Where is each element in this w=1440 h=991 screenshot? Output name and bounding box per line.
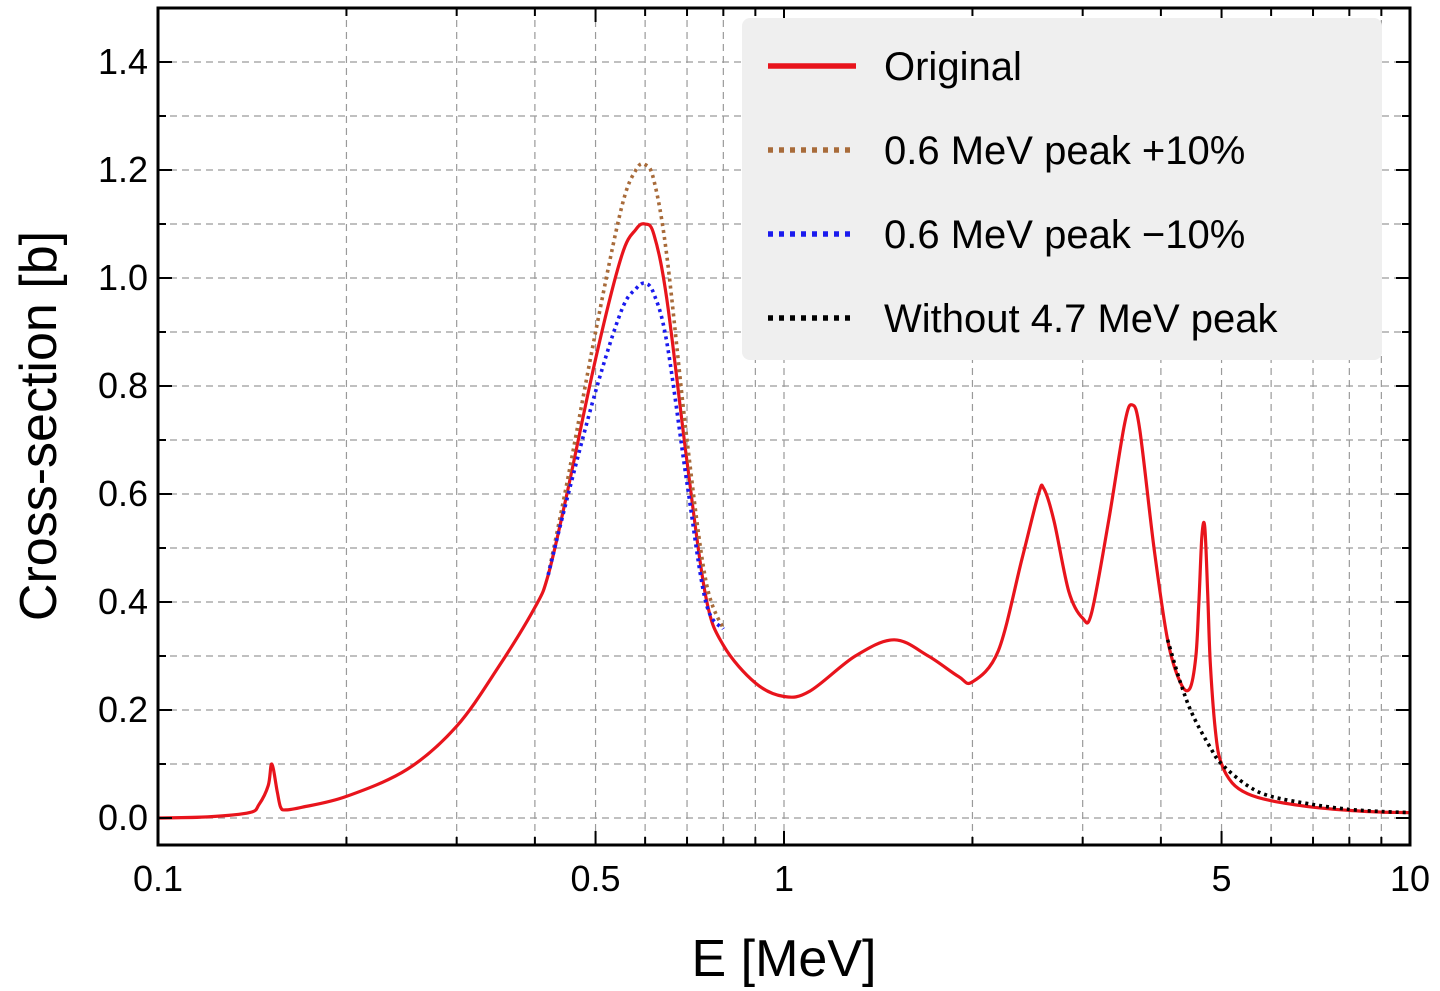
series-line-2 [546,281,725,631]
y-tick-label: 0.0 [98,797,148,838]
grid [158,8,1410,845]
tick-labels: 0.1 0.5 1 5 10 0.0 0.2 0.4 0.6 0.8 1.0 1.2 1.4 [98,41,1430,899]
y-tick-label: 0.2 [98,689,148,730]
y-tick-label: 0.8 [98,365,148,406]
legend-label-3: Without 4.7 MeV peak [884,297,1279,341]
y-tick-label: 0.6 [98,473,148,514]
legend-label-2: 0.6 MeV peak −10% [884,213,1245,257]
series-line-1 [546,161,725,630]
y-tick-label: 1.4 [98,41,148,82]
y-tick-label: 1.0 [98,257,148,298]
legend-label-0: Original [884,45,1022,89]
legend-box [742,18,1382,360]
legend-label-1: 0.6 MeV peak +10% [884,129,1245,173]
legend: Original 0.6 MeV peak +10% 0.6 MeV peak −1… [742,18,1382,360]
legend-entries: Original 0.6 MeV peak +10% 0.6 MeV peak −1… [768,45,1279,341]
y-tick-label: 1.2 [98,149,148,190]
x-tick-label: 1 [774,858,794,899]
y-tick-label: 0.4 [98,581,148,622]
ticks [157,8,1411,845]
x-tick-label: 5 [1212,858,1232,899]
x-axis-title: E [MeV] [692,930,877,988]
x-tick-label: 10 [1390,858,1430,899]
series-line-0 [157,222,1411,820]
y-axis-title: Cross-section [b] [10,231,68,621]
x-tick-label: 0.1 [133,858,183,899]
series-line-3 [1165,639,1411,815]
series-layer [157,161,1411,820]
x-tick-label: 0.5 [571,858,621,899]
